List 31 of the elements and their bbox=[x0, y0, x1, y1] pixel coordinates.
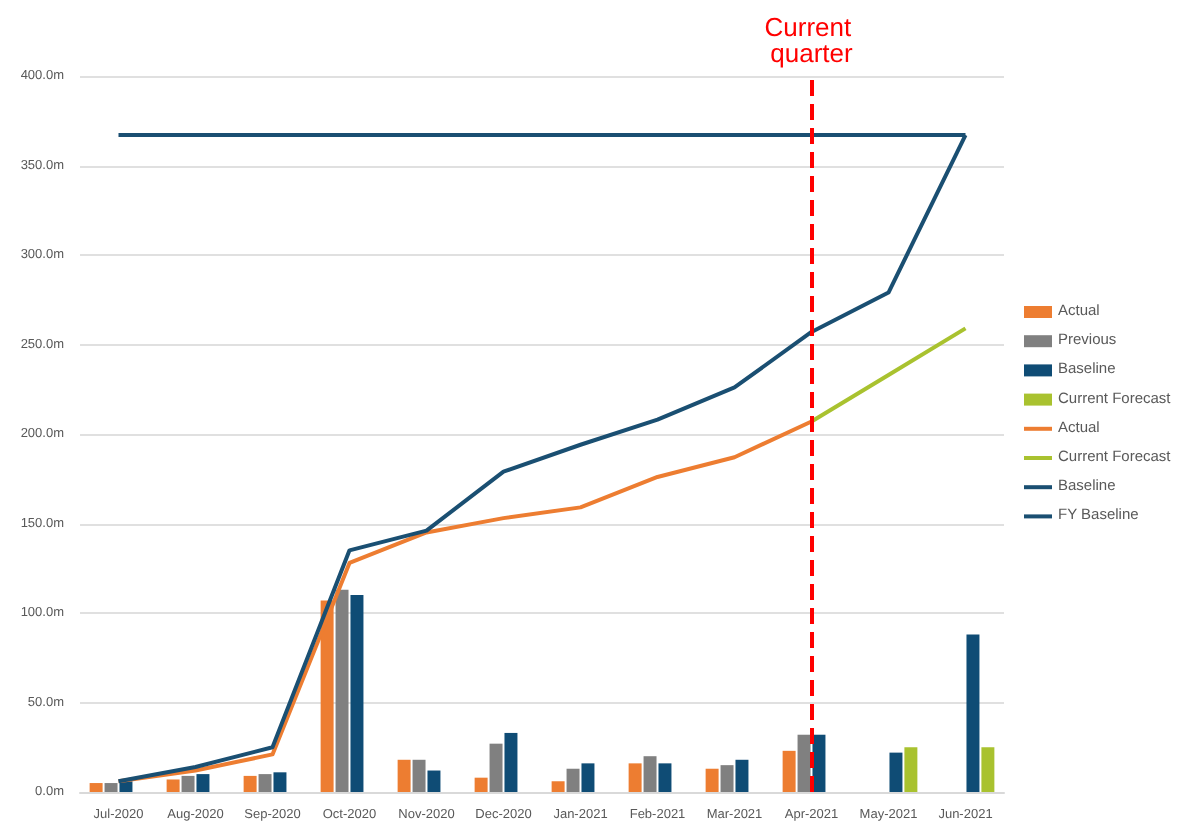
bar bbox=[104, 783, 118, 792]
bar bbox=[566, 768, 580, 792]
bar bbox=[628, 763, 642, 792]
bar bbox=[904, 747, 918, 792]
bar bbox=[89, 783, 103, 792]
bar bbox=[504, 732, 518, 792]
bar bbox=[196, 774, 210, 792]
bar bbox=[335, 589, 349, 792]
ref-line-label: Current quarter bbox=[764, 12, 859, 68]
bar bbox=[243, 775, 257, 792]
bar bbox=[966, 634, 980, 792]
bar bbox=[412, 759, 426, 792]
bar bbox=[643, 756, 657, 792]
bar bbox=[397, 759, 411, 792]
bar bbox=[658, 763, 672, 792]
bar bbox=[889, 752, 903, 792]
bar bbox=[350, 595, 364, 792]
bar bbox=[797, 734, 811, 792]
bar bbox=[273, 772, 287, 792]
bar bbox=[489, 743, 503, 792]
bar bbox=[427, 770, 441, 792]
bar bbox=[181, 775, 195, 792]
bar bbox=[981, 747, 995, 792]
bar bbox=[735, 759, 749, 792]
bar bbox=[720, 765, 734, 792]
bar bbox=[705, 768, 719, 792]
bar bbox=[551, 781, 565, 792]
bar bbox=[474, 777, 488, 792]
bar bbox=[581, 763, 595, 792]
bar bbox=[782, 750, 796, 792]
bar bbox=[258, 774, 272, 792]
